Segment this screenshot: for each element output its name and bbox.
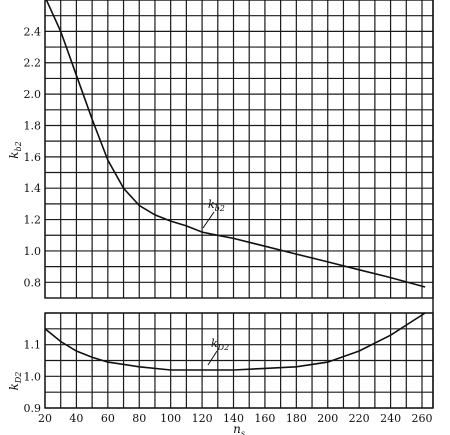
xtick-label: 240 — [380, 412, 401, 425]
upper-ytick-label: 1.0 — [24, 245, 42, 258]
xtick-label: 20 — [38, 412, 52, 425]
lower-ytick-label: 1.1 — [24, 339, 42, 352]
kb2-curve — [45, 0, 426, 288]
xtick-label: 200 — [317, 412, 338, 425]
kb2-curve-label: kb2 — [208, 198, 225, 213]
upper-ytick-label: 2.2 — [24, 57, 42, 70]
upper-ytick-label: 1.6 — [24, 151, 42, 164]
upper-ytick-label: 1.2 — [24, 214, 42, 227]
xtick-label: 220 — [349, 412, 370, 425]
lower-ylabel: kD2 — [7, 372, 23, 391]
lower-plot-frame — [44, 312, 434, 409]
kd2-leader-line — [207, 350, 218, 366]
xtick-label: 120 — [192, 412, 213, 425]
xtick-label: 140 — [223, 412, 244, 425]
xtick-label: 60 — [101, 412, 115, 425]
upper-ytick-label: 1.8 — [24, 119, 42, 132]
xtick-label: 180 — [286, 412, 307, 425]
upper-ytick-label: 0.8 — [24, 276, 42, 289]
xtick-label: 40 — [69, 412, 83, 425]
upper-ytick-label: 2.4 — [24, 25, 42, 38]
upper-ylabel: kb2 — [7, 141, 23, 159]
xtick-label: 80 — [132, 412, 146, 425]
upper-plot-frame — [44, 0, 434, 299]
kd2-curve-label: kD2 — [211, 337, 229, 352]
xlabel: ns — [233, 422, 245, 435]
upper-ytick-label: 2.0 — [24, 88, 42, 101]
kd2-curve — [44, 312, 426, 371]
xtick-label: 160 — [254, 412, 275, 425]
lower-ytick-label: 0.9 — [24, 402, 42, 415]
upper-ytick-label: 1.4 — [24, 182, 42, 195]
xtick-label: 100 — [160, 412, 181, 425]
xtick-label: 260 — [412, 412, 433, 425]
lower-ytick-label: 1.0 — [24, 370, 42, 383]
